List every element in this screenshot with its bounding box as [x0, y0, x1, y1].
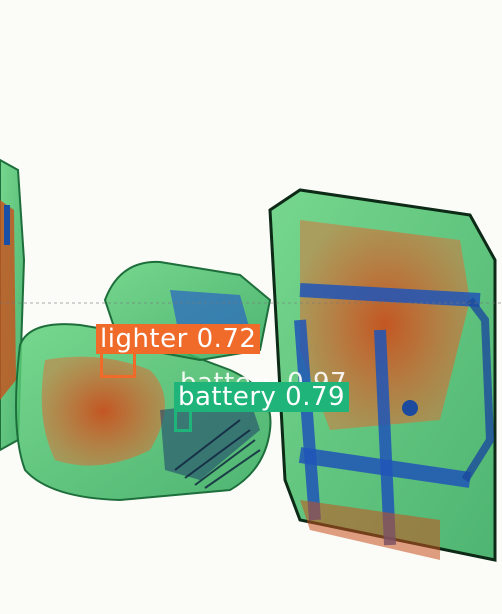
battery-label-text: battery [178, 382, 277, 412]
lighter-label-text: lighter [100, 324, 188, 354]
lighter-detection-label: lighter 0.72 [96, 324, 261, 354]
battery-detection-label: battery 0.79 [174, 382, 350, 412]
right-suitcase [268, 188, 497, 562]
battery-score-text: 0.79 [285, 382, 346, 412]
middle-soft-bag [15, 323, 272, 502]
lighter-detection-box [100, 350, 136, 378]
lighter-score-text: 0.72 [196, 324, 257, 354]
